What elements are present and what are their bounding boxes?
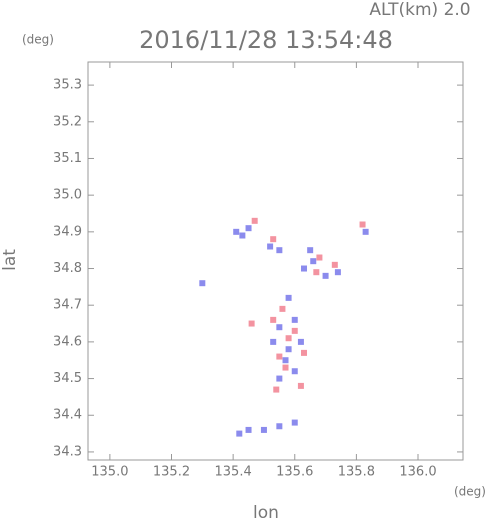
radar-point <box>291 419 298 426</box>
x-tick-label: 135.8 <box>338 465 375 480</box>
radar-point <box>331 261 338 268</box>
x-tick-label: 135.4 <box>215 465 252 480</box>
radar-point <box>291 327 298 334</box>
radar-point <box>245 426 252 433</box>
x-unit: (deg) <box>454 485 486 499</box>
radar-point <box>291 316 298 323</box>
radar-point <box>248 320 255 327</box>
radar-point <box>282 364 289 371</box>
y-tick-label: 34.6 <box>53 334 82 349</box>
radar-point <box>282 357 289 364</box>
y-tick-label: 35.0 <box>53 188 82 203</box>
radar-point <box>276 353 283 360</box>
radar-point <box>285 294 292 301</box>
y-axis-label: lat <box>0 249 20 271</box>
radar-point <box>276 247 283 254</box>
radar-point <box>310 258 317 265</box>
radar-point <box>276 375 283 382</box>
altitude-label: ALT(km) 2.0 <box>369 0 470 20</box>
radar-point <box>270 236 277 243</box>
radar-point <box>307 247 314 254</box>
radar-point <box>334 269 341 276</box>
radar-point <box>301 265 308 272</box>
radar-point <box>285 335 292 342</box>
radar-point <box>267 243 274 250</box>
radar-point <box>285 346 292 353</box>
x-tick-label: 136.0 <box>399 465 436 480</box>
radar-point <box>251 217 258 224</box>
radar-point <box>301 349 308 356</box>
chart-title: 2016/11/28 13:54:48 <box>139 26 393 54</box>
radar-point <box>313 269 320 276</box>
y-tick-label: 35.2 <box>53 114 82 129</box>
radar-point <box>233 228 240 235</box>
radar-point <box>276 423 283 430</box>
radar-point <box>199 280 206 287</box>
y-tick-label: 34.3 <box>53 444 82 459</box>
plot-frame <box>87 61 464 461</box>
radar-point <box>270 338 277 345</box>
radar-point <box>260 426 267 433</box>
radar-point <box>362 228 369 235</box>
radar-point <box>291 368 298 375</box>
y-tick-label: 35.3 <box>53 78 82 93</box>
y-tick-label: 34.4 <box>53 408 82 423</box>
radar-point <box>316 254 323 261</box>
radar-point <box>236 430 243 437</box>
radar-point <box>297 382 304 389</box>
y-unit: (deg) <box>22 33 54 47</box>
x-axis-label: lon <box>253 503 279 521</box>
x-tick-label: 135.2 <box>153 465 190 480</box>
radar-point <box>322 272 329 279</box>
x-tick-label: 135.6 <box>276 465 313 480</box>
radar-point <box>276 324 283 331</box>
radar-point <box>359 221 366 228</box>
radar-point <box>279 305 286 312</box>
radar-point <box>239 232 246 239</box>
radar-point <box>245 225 252 232</box>
radar-point <box>297 338 304 345</box>
y-tick-label: 35.1 <box>53 151 82 166</box>
x-tick-label: 135.0 <box>91 465 128 480</box>
y-tick-label: 34.7 <box>53 298 82 313</box>
y-tick-label: 34.5 <box>53 371 82 386</box>
radar-point <box>270 316 277 323</box>
y-tick-label: 34.9 <box>53 224 82 239</box>
y-tick-label: 34.8 <box>53 261 82 276</box>
radar-point <box>273 386 280 393</box>
